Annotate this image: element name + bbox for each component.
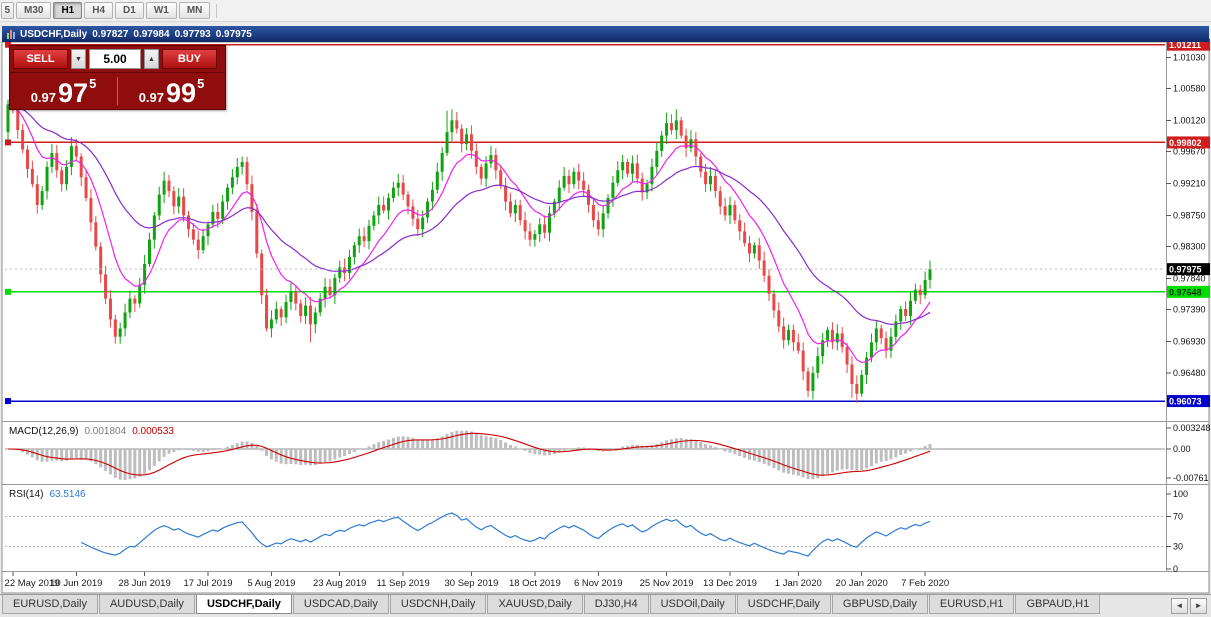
timeframe-m15-button[interactable]: 5 <box>1 2 14 19</box>
tab-scroll-controls: ◄ ► <box>1171 598 1209 614</box>
svg-text:0.97840: 0.97840 <box>1173 274 1206 284</box>
price-divider <box>117 77 118 105</box>
timeframe-toolbar: 5 M30 H1 H4 D1 W1 MN <box>0 0 1211 22</box>
timeframe-h1-button[interactable]: H1 <box>53 2 83 19</box>
svg-text:0.98750: 0.98750 <box>1173 210 1206 220</box>
svg-text:0.99670: 0.99670 <box>1173 147 1206 157</box>
svg-text:0: 0 <box>1173 564 1178 574</box>
svg-text:70: 70 <box>1173 512 1183 522</box>
sell-price-pip: 5 <box>89 76 97 91</box>
tab-eurusd-daily[interactable]: EURUSD,Daily <box>2 595 98 614</box>
buy-price-big: 99 <box>166 78 197 109</box>
macd-signal-value: 0.000533 <box>132 426 174 437</box>
tab-usdchf-daily-2[interactable]: USDCHF,Daily <box>736 595 831 614</box>
svg-text:1.00120: 1.00120 <box>1173 115 1206 125</box>
svg-text:0.99210: 0.99210 <box>1173 178 1206 188</box>
sell-button[interactable]: SELL <box>13 49 68 69</box>
triangle-up-icon: ▲ <box>148 55 155 63</box>
arrow-right-icon: ► <box>1194 601 1203 610</box>
svg-text:5 Aug 2019: 5 Aug 2019 <box>247 578 295 589</box>
svg-text:22 May 2019: 22 May 2019 <box>5 578 60 589</box>
title-open-value: 0.97827 <box>92 28 129 40</box>
tab-audusd-daily[interactable]: AUDUSD,Daily <box>98 595 195 614</box>
volume-increase-button[interactable]: ▲ <box>144 49 159 69</box>
volume-decrease-button[interactable]: ▼ <box>71 49 86 69</box>
tab-gbpaud-h1[interactable]: GBPAUD,H1 <box>1015 595 1101 614</box>
svg-text:1.01030: 1.01030 <box>1173 52 1206 62</box>
tab-xauusd-daily[interactable]: XAUUSD,Daily <box>487 595 583 614</box>
chart-icon <box>7 29 15 39</box>
title-low-value: 0.97793 <box>174 28 211 40</box>
svg-text:30: 30 <box>1173 542 1183 552</box>
rsi-value: 63.5146 <box>49 489 86 500</box>
svg-text:6 Nov 2019: 6 Nov 2019 <box>574 578 623 589</box>
chart-tab-bar: EURUSD,Daily AUDUSD,Daily USDCHF,Daily U… <box>0 594 1211 617</box>
svg-text:0.97390: 0.97390 <box>1173 305 1206 315</box>
tabs-scroll-right-button[interactable]: ► <box>1190 598 1207 614</box>
chart-window-titlebar[interactable]: USDCHF,Daily 0.97827 0.97984 0.97793 0.9… <box>2 26 1209 42</box>
svg-text:0.96930: 0.96930 <box>1173 337 1206 347</box>
svg-text:0.003248: 0.003248 <box>1173 423 1211 433</box>
svg-text:0.96073: 0.96073 <box>1169 397 1202 407</box>
svg-text:18 Oct 2019: 18 Oct 2019 <box>509 578 561 589</box>
volume-input[interactable] <box>89 49 141 69</box>
buy-price-prefix: 0.97 <box>138 89 165 105</box>
timeframe-w1-button[interactable]: W1 <box>145 2 177 19</box>
svg-text:0.00: 0.00 <box>1173 444 1191 454</box>
svg-text:0.99802: 0.99802 <box>1169 138 1202 148</box>
buy-price[interactable]: 0.97 99 5 <box>118 73 225 109</box>
svg-text:7 Feb 2020: 7 Feb 2020 <box>901 578 949 589</box>
svg-text:23 Aug 2019: 23 Aug 2019 <box>313 578 366 589</box>
triangle-down-icon: ▼ <box>75 55 82 63</box>
tab-gbpusd-daily[interactable]: GBPUSD,Daily <box>831 595 928 614</box>
svg-text:0.97648: 0.97648 <box>1169 287 1202 297</box>
svg-text:20 Jan 2020: 20 Jan 2020 <box>836 578 888 589</box>
svg-text:30 Sep 2019: 30 Sep 2019 <box>444 578 498 589</box>
title-close-value: 0.97975 <box>215 28 252 40</box>
rsi-label: RSI(14) 63.5146 <box>9 489 86 500</box>
tab-usdcnh-daily[interactable]: USDCNH,Daily <box>389 595 487 614</box>
macd-main-value: 0.001804 <box>84 426 127 437</box>
svg-text:25 Nov 2019: 25 Nov 2019 <box>640 578 694 589</box>
timeframe-mn-button[interactable]: MN <box>178 2 211 19</box>
macd-name: MACD(12,26,9) <box>9 426 79 437</box>
svg-text:11 Sep 2019: 11 Sep 2019 <box>377 578 430 589</box>
svg-text:1 Jan 2020: 1 Jan 2020 <box>775 578 822 589</box>
rsi-name: RSI(14) <box>9 489 44 500</box>
buy-price-pip: 5 <box>197 76 205 91</box>
svg-text:0.96480: 0.96480 <box>1173 368 1206 378</box>
svg-text:13 Dec 2019: 13 Dec 2019 <box>703 578 757 589</box>
timeframe-h4-button[interactable]: H4 <box>84 2 114 19</box>
macd-label: MACD(12,26,9) 0.001804 0.000533 <box>9 426 174 437</box>
sell-price-big: 97 <box>58 78 89 109</box>
tab-usdoil-daily[interactable]: USDOil,Daily <box>649 595 736 614</box>
timeframe-m30-button[interactable]: M30 <box>16 2 52 19</box>
toolbar-separator <box>216 3 218 18</box>
sell-price[interactable]: 0.97 97 5 <box>10 73 117 109</box>
svg-text:1.00580: 1.00580 <box>1173 83 1206 93</box>
svg-text:100: 100 <box>1173 489 1188 499</box>
tab-usdcad-daily[interactable]: USDCAD,Daily <box>292 595 389 614</box>
svg-text:28 Jun 2019: 28 Jun 2019 <box>118 578 170 589</box>
svg-text:17 Jul 2019: 17 Jul 2019 <box>183 578 232 589</box>
arrow-left-icon: ◄ <box>1175 601 1184 610</box>
tab-dj30-h4[interactable]: DJ30,H4 <box>583 595 649 614</box>
svg-text:0.97975: 0.97975 <box>1169 265 1202 275</box>
svg-text:-0.00761: -0.00761 <box>1173 473 1209 483</box>
tabs-scroll-left-button[interactable]: ◄ <box>1171 598 1188 614</box>
svg-text:1.01211: 1.01211 <box>1169 40 1201 50</box>
tab-usdchf-daily[interactable]: USDCHF,Daily <box>195 595 292 614</box>
sell-price-prefix: 0.97 <box>30 89 57 105</box>
tab-eurusd-h1[interactable]: EURUSD,H1 <box>928 595 1015 614</box>
chart-title-symbol: USDCHF,Daily <box>20 28 88 40</box>
svg-text:10 Jun 2019: 10 Jun 2019 <box>50 578 102 589</box>
title-high-value: 0.97984 <box>133 28 170 40</box>
buy-button[interactable]: BUY <box>162 49 217 69</box>
svg-text:0.98300: 0.98300 <box>1173 242 1206 252</box>
timeframe-d1-button[interactable]: D1 <box>115 2 144 19</box>
